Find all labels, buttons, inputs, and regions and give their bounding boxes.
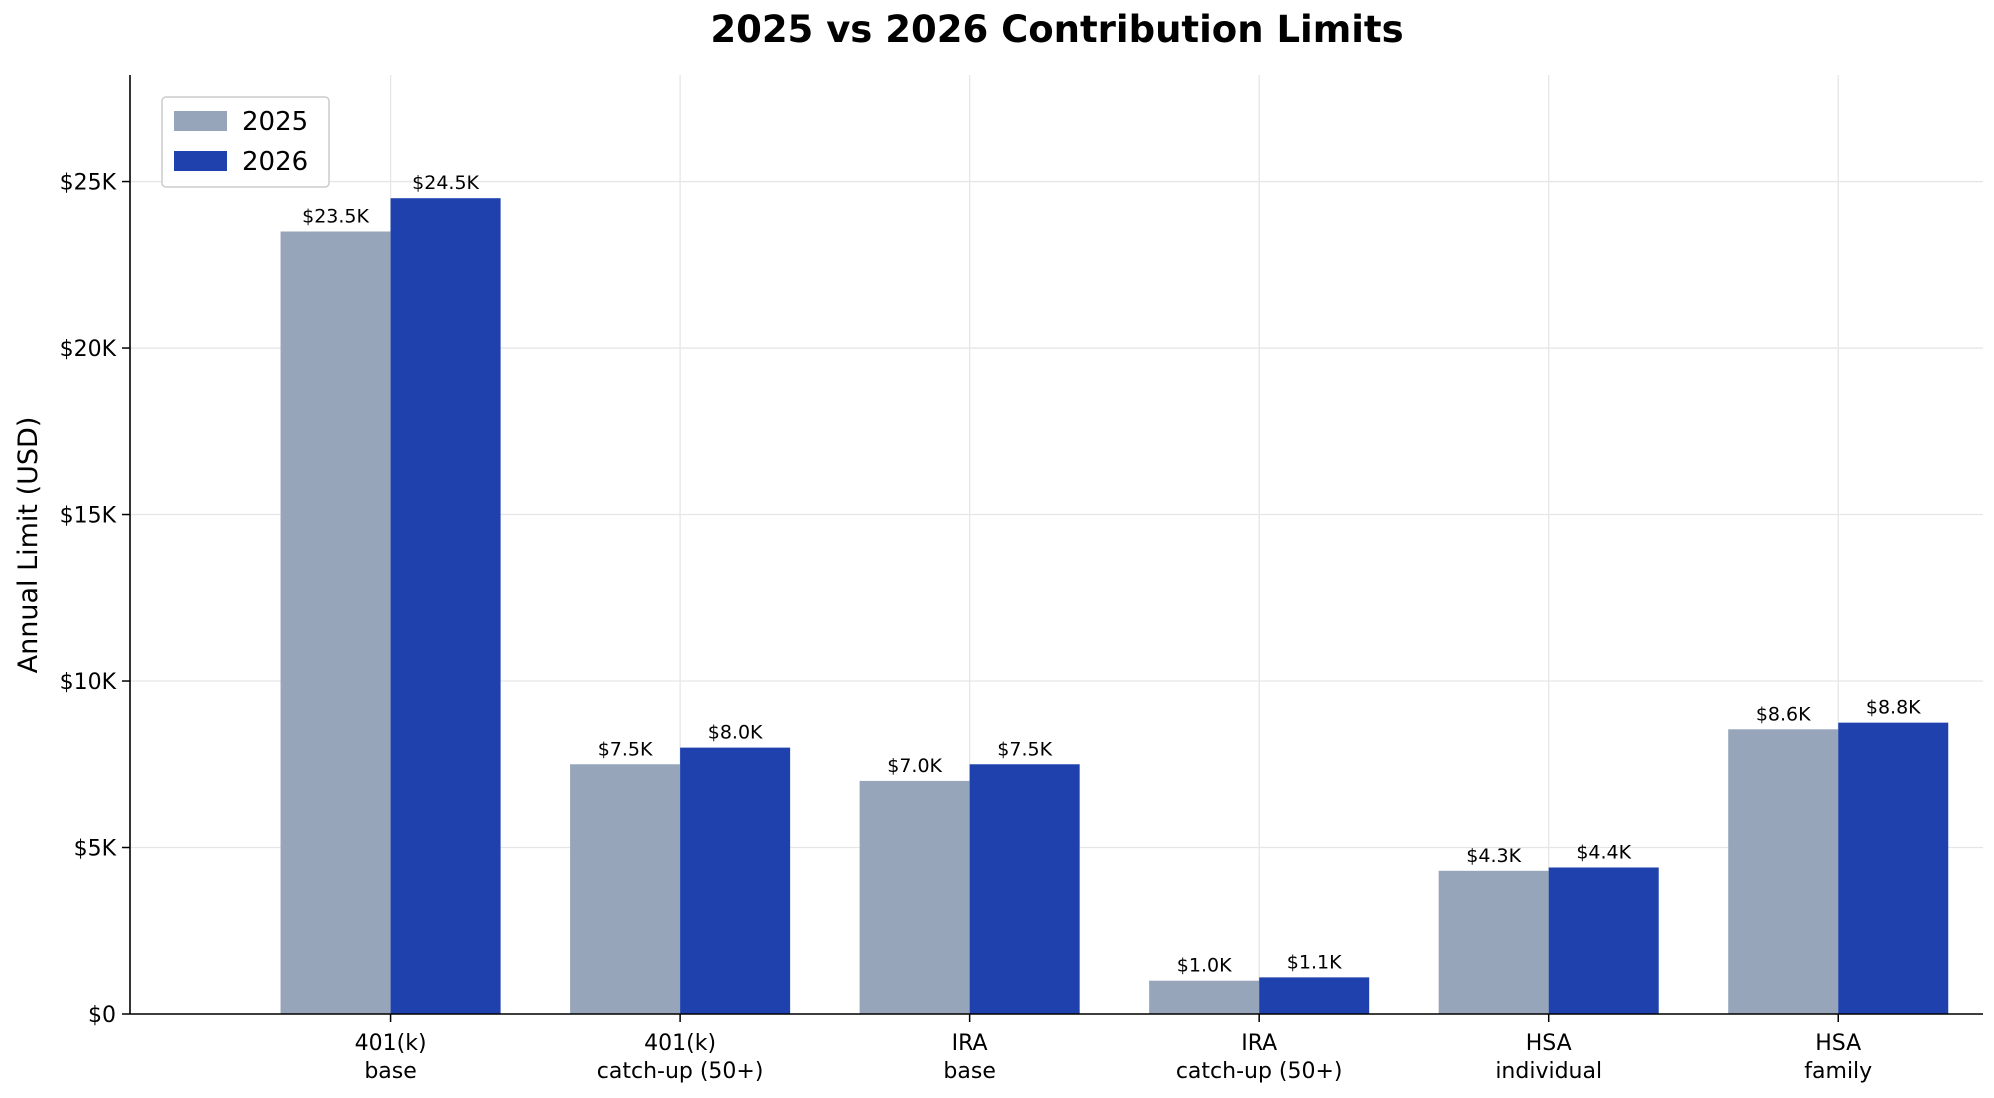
bar-2026 xyxy=(1548,867,1659,1014)
y-tick-label: $10K xyxy=(60,670,117,695)
bar-2026 xyxy=(680,747,791,1014)
bar-value-label: $7.0K xyxy=(887,755,942,777)
x-tick-label: IRA xyxy=(952,1031,988,1056)
x-tick-label: IRA xyxy=(1241,1031,1277,1056)
legend-label: 2025 xyxy=(242,107,308,137)
bar-value-label: $4.3K xyxy=(1466,845,1521,867)
legend-swatch-2026 xyxy=(174,151,227,171)
x-tick-label: 401(k) xyxy=(355,1031,427,1056)
legend-label: 2026 xyxy=(242,147,308,177)
bar-value-label: $24.5K xyxy=(412,172,479,194)
x-tick-label: catch-up (50+) xyxy=(597,1059,764,1084)
bar-2025 xyxy=(859,780,970,1014)
bar-2025 xyxy=(1149,980,1260,1014)
y-tick-label: $25K xyxy=(60,171,117,196)
y-tick-label: $20K xyxy=(60,337,117,362)
bar-2025 xyxy=(570,764,681,1014)
bar-2026 xyxy=(1838,722,1949,1014)
chart-title: 2025 vs 2026 Contribution Limits xyxy=(710,8,1403,51)
bar-value-label: $1.0K xyxy=(1177,955,1232,977)
x-tick-label: family xyxy=(1804,1059,1872,1084)
x-tick-label: 401(k) xyxy=(644,1031,716,1056)
x-tick-label: HSA xyxy=(1815,1031,1861,1056)
y-tick-label: $5K xyxy=(74,837,117,862)
bar-2025 xyxy=(280,231,391,1014)
bar-2026 xyxy=(969,764,1080,1014)
bar-2025 xyxy=(1728,729,1839,1014)
bar-2026 xyxy=(390,198,501,1014)
bar-value-label: $4.4K xyxy=(1576,841,1631,863)
y-tick-label: $0 xyxy=(88,1003,116,1028)
bar-2026 xyxy=(1259,977,1370,1014)
bar-2025 xyxy=(1438,870,1549,1014)
bar-value-label: $7.5K xyxy=(598,738,653,760)
y-axis-label: Annual Limit (USD) xyxy=(13,417,44,674)
bar-value-label: $7.5K xyxy=(997,738,1052,760)
legend: 2025 2026 xyxy=(161,96,330,188)
x-tick-label: HSA xyxy=(1526,1031,1572,1056)
bar-value-label: $1.1K xyxy=(1287,951,1342,973)
x-tick-label: base xyxy=(943,1059,995,1084)
bar-value-label: $8.8K xyxy=(1866,697,1921,719)
bar-value-label: $8.6K xyxy=(1756,703,1811,725)
bar-value-label: $8.0K xyxy=(708,722,763,744)
y-tick-label: $15K xyxy=(60,504,117,529)
bar-value-label: $23.5K xyxy=(302,206,369,228)
legend-swatch-2025 xyxy=(174,111,227,131)
x-tick-label: base xyxy=(364,1059,416,1084)
x-tick-label: individual xyxy=(1495,1059,1602,1084)
x-tick-label: catch-up (50+) xyxy=(1176,1059,1343,1084)
